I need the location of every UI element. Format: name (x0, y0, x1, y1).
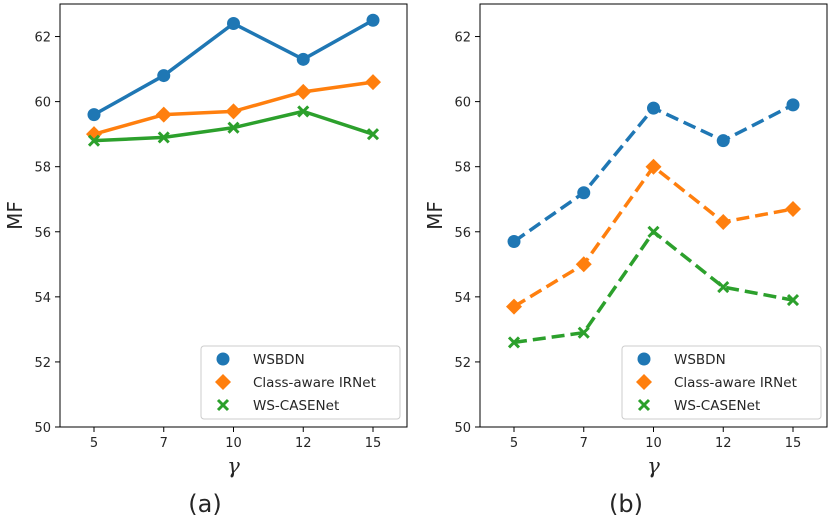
series-line (513, 230, 794, 345)
data-point (786, 294, 800, 307)
data-point (365, 74, 381, 91)
series-line (93, 18, 374, 117)
series-ws-casenet (507, 225, 800, 349)
x-tick-label: 7 (160, 436, 168, 451)
x-tick-label: 12 (715, 436, 732, 451)
x-axis-label: γ (227, 454, 240, 478)
series-wsbdn (87, 13, 380, 122)
y-tick-label: 54 (454, 291, 471, 306)
x-axis-label: γ (647, 454, 660, 478)
legend-label: WS-CASENet (253, 398, 339, 414)
data-point (507, 235, 521, 249)
x-tick-label: 7 (580, 436, 588, 451)
data-point (645, 158, 662, 175)
data-point (227, 17, 240, 31)
data-point (716, 134, 730, 148)
legend-label: WS-CASENet (674, 398, 760, 414)
y-tick-label: 52 (34, 356, 51, 371)
legend: WSBDN Class-aware IRNet WS-CASENet (621, 345, 822, 420)
legend-marker (637, 352, 651, 366)
data-point (87, 108, 101, 122)
data-point (715, 214, 732, 231)
data-point (577, 186, 591, 200)
x-tick-label: 10 (645, 436, 662, 451)
data-point (786, 98, 800, 112)
x-tick-label: 12 (295, 436, 312, 451)
y-tick-label: 56 (34, 226, 51, 241)
y-tick-label: 60 (34, 96, 51, 111)
legend-marker (636, 374, 652, 390)
series-line (513, 164, 794, 309)
data-point (717, 281, 730, 294)
data-point (296, 52, 310, 66)
data-point (366, 128, 380, 141)
panel-caption: (a) (188, 490, 221, 518)
panel-caption: (b) (609, 490, 643, 518)
data-point (87, 134, 101, 147)
data-point (157, 131, 170, 144)
x-tick-label: 5 (90, 436, 98, 451)
legend-box (200, 345, 401, 420)
legend-label: WSBDN (674, 352, 726, 368)
y-tick-label: 62 (34, 31, 51, 46)
data-point (225, 103, 242, 120)
data-point (647, 101, 660, 115)
legend-marker (216, 352, 230, 366)
y-tick-label: 50 (34, 421, 51, 436)
data-point (785, 200, 801, 217)
y-tick-label: 56 (454, 226, 471, 241)
x-tick-label: 15 (785, 436, 802, 451)
y-tick-label: 52 (454, 356, 471, 371)
legend-marker (215, 374, 231, 390)
x-tick-label: 10 (225, 436, 242, 451)
y-tick-label: 54 (34, 291, 51, 306)
series-class-aware-irnet (86, 74, 381, 143)
chart-panel-b: 50 52 54 56 58 60 62 5 7 10 12 15 MF γ(b) WSBDN Class-a… (423, 3, 828, 518)
y-tick-label: 50 (454, 421, 471, 436)
data-point (575, 256, 592, 273)
legend-marker (216, 398, 230, 412)
series-class-aware-irnet (506, 158, 801, 315)
legend-box (621, 345, 822, 420)
y-tick-label: 58 (34, 161, 51, 176)
legend-marker (637, 398, 651, 412)
y-tick-label: 60 (454, 96, 471, 111)
data-point (366, 13, 380, 27)
data-point (506, 298, 522, 315)
y-axis-label: MF (423, 201, 447, 230)
chart-panel-a: 50 52 54 56 58 60 62 5 7 10 12 15 MF γ(a) WSBDN Class-a… (3, 3, 408, 518)
y-axis-label: MF (3, 201, 27, 230)
data-point (155, 106, 172, 123)
data-point (295, 83, 312, 100)
y-tick-label: 58 (454, 161, 471, 176)
legend: WSBDN Class-aware IRNet WS-CASENet (200, 345, 401, 420)
data-point (227, 121, 240, 134)
data-point (507, 336, 521, 349)
legend-label: WSBDN (253, 352, 305, 368)
series-wsbdn (507, 98, 800, 249)
legend-label: Class-aware IRNet (253, 375, 376, 391)
data-point (647, 225, 660, 238)
series-ws-casenet (87, 105, 380, 147)
data-point (157, 69, 171, 83)
data-point (297, 105, 310, 118)
data-point (577, 326, 590, 339)
y-tick-label: 62 (454, 31, 471, 46)
x-tick-label: 5 (510, 436, 518, 451)
legend-label: Class-aware IRNet (674, 375, 797, 391)
x-tick-label: 15 (365, 436, 382, 451)
